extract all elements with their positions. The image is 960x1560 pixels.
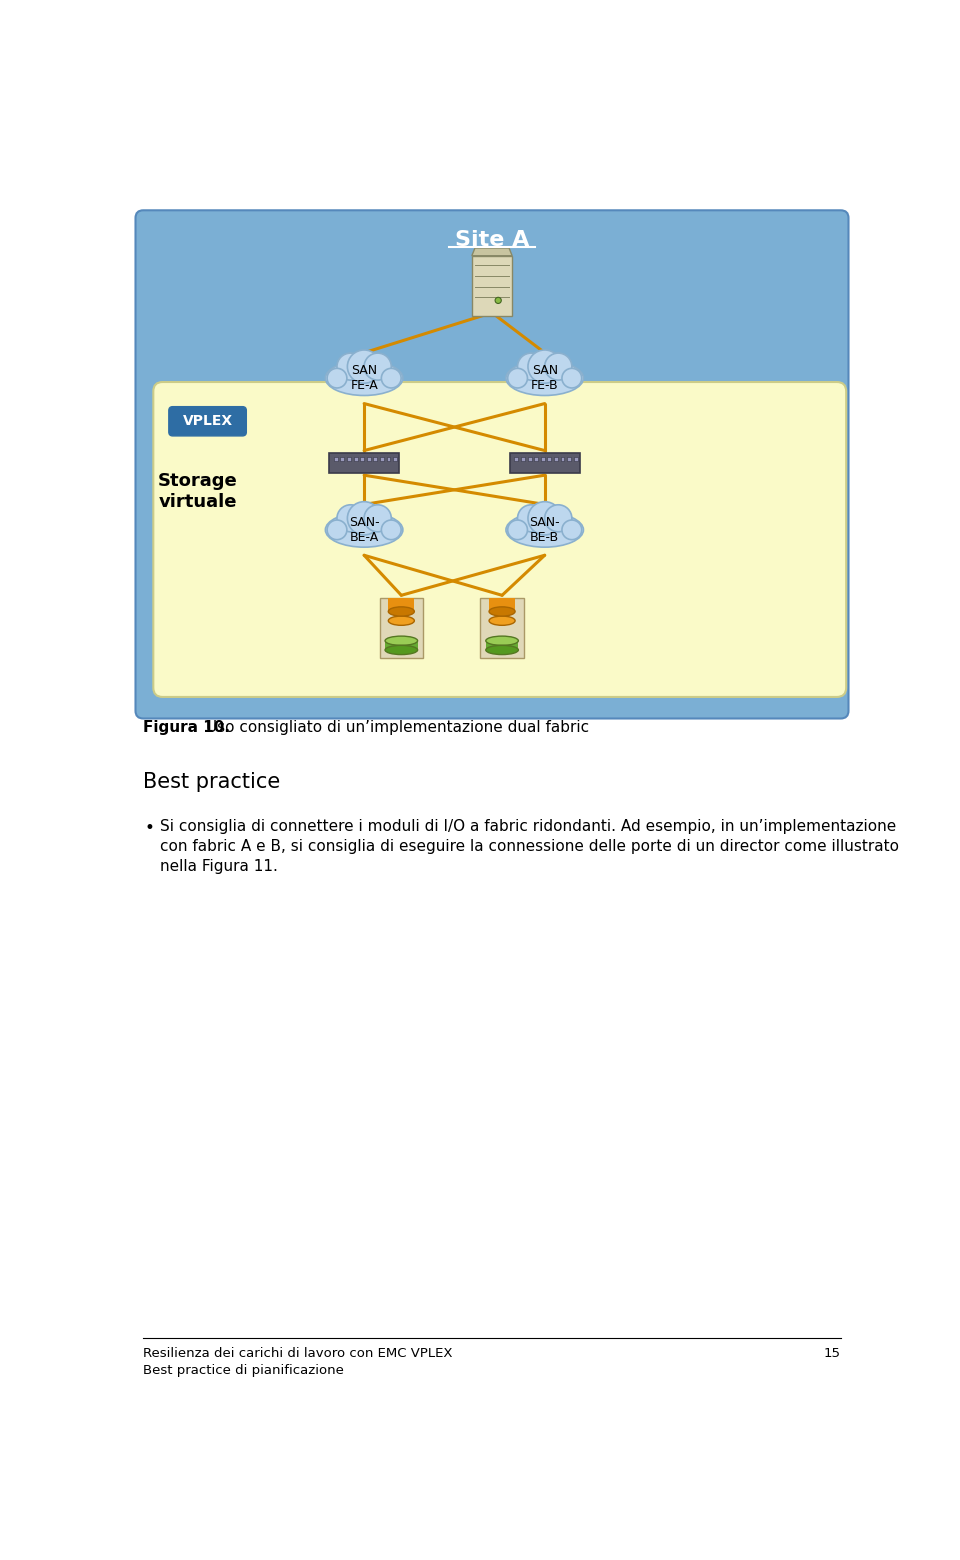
Bar bbox=[334, 457, 338, 460]
Bar bbox=[387, 457, 391, 460]
Circle shape bbox=[517, 505, 544, 532]
Ellipse shape bbox=[388, 616, 415, 626]
Ellipse shape bbox=[325, 360, 403, 396]
Ellipse shape bbox=[506, 360, 584, 396]
Circle shape bbox=[544, 353, 572, 381]
Ellipse shape bbox=[486, 646, 518, 655]
Bar bbox=[348, 457, 351, 460]
Text: SAN
FE-B: SAN FE-B bbox=[531, 363, 559, 392]
Ellipse shape bbox=[385, 636, 418, 646]
FancyBboxPatch shape bbox=[154, 382, 846, 697]
Text: SAN-
BE-A: SAN- BE-A bbox=[348, 516, 379, 544]
Circle shape bbox=[381, 368, 401, 388]
Ellipse shape bbox=[385, 646, 418, 655]
FancyBboxPatch shape bbox=[169, 407, 247, 435]
Bar bbox=[534, 457, 539, 460]
Text: SAN-
BE-B: SAN- BE-B bbox=[529, 516, 560, 544]
Bar bbox=[489, 597, 516, 612]
Bar bbox=[540, 457, 544, 460]
Circle shape bbox=[508, 368, 527, 388]
Bar bbox=[373, 457, 377, 460]
FancyBboxPatch shape bbox=[135, 211, 849, 719]
Circle shape bbox=[562, 368, 582, 388]
Circle shape bbox=[337, 353, 364, 381]
Bar bbox=[480, 597, 524, 658]
Text: nella Figura 11.: nella Figura 11. bbox=[160, 858, 278, 874]
Bar bbox=[547, 457, 551, 460]
Text: 15: 15 bbox=[824, 1346, 841, 1360]
Ellipse shape bbox=[388, 607, 415, 616]
Text: •: • bbox=[145, 819, 155, 836]
Circle shape bbox=[337, 505, 364, 532]
Bar bbox=[561, 457, 564, 460]
Circle shape bbox=[348, 349, 381, 384]
Polygon shape bbox=[472, 248, 512, 256]
Ellipse shape bbox=[325, 513, 403, 548]
Text: Resilienza dei carichi di lavoro con EMC VPLEX: Resilienza dei carichi di lavoro con EMC… bbox=[143, 1346, 453, 1360]
Text: Best practice di pianificazione: Best practice di pianificazione bbox=[143, 1363, 344, 1377]
Bar bbox=[521, 457, 525, 460]
Circle shape bbox=[528, 349, 562, 384]
Bar bbox=[367, 457, 371, 460]
Bar bbox=[567, 457, 571, 460]
Circle shape bbox=[364, 353, 392, 381]
Bar bbox=[360, 457, 364, 460]
Circle shape bbox=[562, 519, 582, 540]
Circle shape bbox=[327, 368, 347, 388]
Bar bbox=[388, 597, 415, 612]
Bar bbox=[574, 457, 578, 460]
Bar bbox=[385, 643, 418, 651]
Circle shape bbox=[381, 519, 401, 540]
Bar bbox=[380, 457, 384, 460]
Circle shape bbox=[364, 505, 392, 532]
Text: Best practice: Best practice bbox=[143, 772, 280, 792]
Text: Site A: Site A bbox=[455, 229, 529, 250]
Ellipse shape bbox=[486, 636, 518, 646]
Circle shape bbox=[495, 298, 501, 304]
Circle shape bbox=[528, 502, 562, 535]
Text: VPLEX: VPLEX bbox=[182, 415, 232, 429]
Bar bbox=[486, 643, 518, 651]
Ellipse shape bbox=[489, 607, 516, 616]
Text: Storage
virtuale: Storage virtuale bbox=[157, 473, 237, 510]
Bar bbox=[394, 457, 397, 460]
Circle shape bbox=[508, 519, 527, 540]
Bar bbox=[515, 457, 518, 460]
Circle shape bbox=[544, 505, 572, 532]
Bar bbox=[353, 457, 357, 460]
Ellipse shape bbox=[489, 616, 516, 626]
Bar bbox=[554, 457, 558, 460]
Text: Figura 10.: Figura 10. bbox=[143, 721, 230, 735]
Text: con fabric A e B, si consiglia di eseguire la connessione delle porte di un dire: con fabric A e B, si consiglia di esegui… bbox=[160, 839, 900, 853]
Circle shape bbox=[517, 353, 544, 381]
Circle shape bbox=[327, 519, 347, 540]
Circle shape bbox=[348, 502, 381, 535]
Bar bbox=[528, 457, 532, 460]
Ellipse shape bbox=[506, 513, 584, 548]
Bar bbox=[510, 452, 580, 473]
Text: Si consiglia di connettere i moduli di I/O a fabric ridondanti. Ad esempio, in u: Si consiglia di connettere i moduli di I… bbox=[160, 819, 897, 833]
Text: Uso consigliato di un’implementazione dual fabric: Uso consigliato di un’implementazione du… bbox=[202, 721, 589, 735]
Bar bbox=[341, 457, 345, 460]
Text: SAN
FE-A: SAN FE-A bbox=[350, 363, 378, 392]
Bar bbox=[472, 256, 512, 315]
Bar bbox=[379, 597, 423, 658]
Bar bbox=[329, 452, 399, 473]
